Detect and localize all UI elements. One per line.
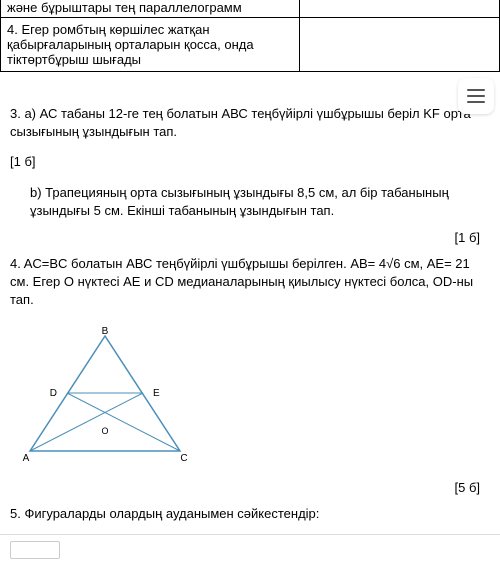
table-fragment: және бұрыштары тең параллелограмм 4. Еге… <box>0 0 500 72</box>
problem-5: 5. Фигураларды олардың ауданымен сәйкест… <box>0 499 500 529</box>
bottom-box[interactable] <box>10 541 60 559</box>
label-d: D <box>50 388 57 399</box>
score-1a: [1 б] <box>0 147 500 177</box>
score-3b: [3 б <box>0 80 500 95</box>
problem-3a: 3. а) АС табаны 12-ге тең болатын АВС те… <box>0 99 500 147</box>
label-c: C <box>180 453 187 464</box>
table-cell-4: 4. Егер ромбтың көршілес жатқан қабырғал… <box>1 18 300 72</box>
table-cell-empty <box>300 0 500 18</box>
problem-4: 4. AC=BC болатын АВС теңбүйірлі үшбұрышы… <box>0 249 500 316</box>
label-a: A <box>23 453 30 464</box>
label-e: E <box>153 388 160 399</box>
hamburger-menu-icon[interactable] <box>458 78 494 114</box>
problem-3b: b) Трапецияның орта сызығының ұзындығы 8… <box>0 178 500 226</box>
median-dc <box>67 393 180 451</box>
label-o: O <box>101 426 108 436</box>
triangle-diagram: B D E O A C <box>0 316 500 476</box>
label-b: B <box>102 326 109 337</box>
bottom-toolbar <box>0 534 500 564</box>
score-5b: [5 б] <box>0 480 500 495</box>
table-cell-empty-2 <box>300 18 500 72</box>
table-cell-cut: және бұрыштары тең параллелограмм <box>1 0 300 18</box>
score-1b: [1 б] <box>0 230 500 245</box>
median-ea <box>30 393 143 451</box>
